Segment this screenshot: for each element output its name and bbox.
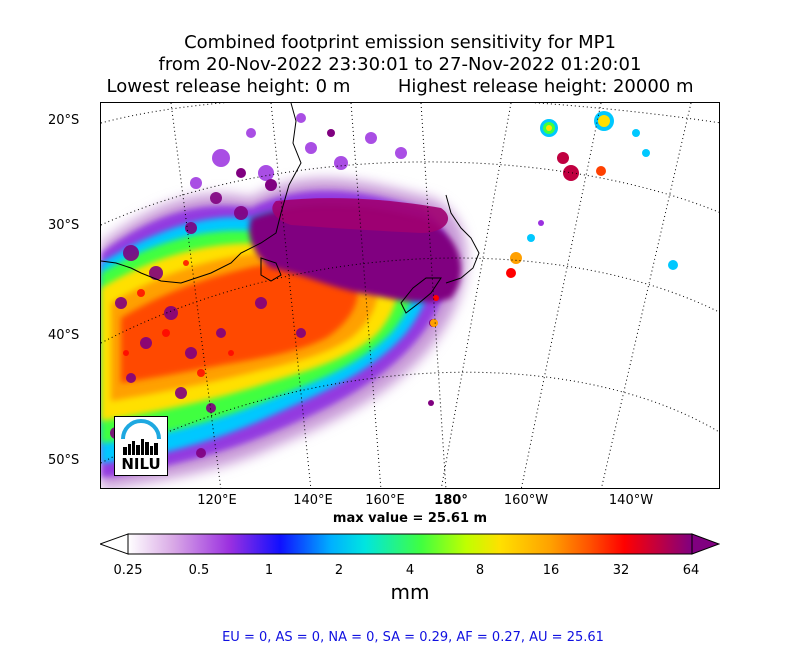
lowest-release-height: Lowest release height: 0 m: [106, 76, 351, 97]
logo-text: NILU: [121, 455, 161, 473]
colorbar-tick: 2: [334, 563, 344, 578]
plot-title-line-2: from 20-Nov-2022 23:30:01 to 27-Nov-2022…: [158, 54, 642, 75]
colorbar: [100, 533, 720, 555]
colorbar-unit: mm: [390, 580, 430, 604]
colorbar-tick: 32: [612, 563, 630, 578]
graticule: [101, 103, 719, 488]
lat-label-30s: 30°S: [48, 218, 80, 233]
colorbar-tick: 64: [682, 563, 700, 578]
region-summary: EU = 0, AS = 0, NA = 0, SA = 0.29, AF = …: [222, 630, 604, 645]
lon-label-160w: 160°W: [503, 493, 549, 508]
nilu-logo: NILU: [114, 416, 168, 476]
colorbar-tick: 8: [475, 563, 485, 578]
colorbar-tick: 1: [264, 563, 274, 578]
plume-field: [101, 111, 678, 488]
lat-label-40s: 40°S: [48, 328, 80, 343]
lon-label-120e: 120°E: [197, 493, 237, 508]
plot-title-line-3: Lowest release height: 0 m Highest relea…: [0, 76, 800, 98]
plot-title-line-1: Combined footprint emission sensitivity …: [184, 32, 616, 53]
lon-label-140w: 140°W: [608, 493, 654, 508]
highest-release-height: Highest release height: 20000 m: [397, 76, 694, 97]
lon-label-160e: 160°E: [365, 493, 405, 508]
footprint-map: [101, 103, 719, 488]
colorbar-tick: 0.25: [113, 563, 143, 578]
map-panel[interactable]: [100, 102, 720, 489]
coastlines: [101, 103, 480, 314]
lon-label-140e: 140°E: [293, 493, 333, 508]
colorbar-tick: 16: [542, 563, 560, 578]
colorbar-tick: 0.5: [188, 563, 210, 578]
max-value-label: max value = 25.61 m: [332, 511, 488, 526]
lon-label-180: 180°: [434, 493, 468, 508]
nilu-skyline-icon: [121, 419, 161, 455]
colorbar-tick: 4: [405, 563, 415, 578]
lat-label-20s: 20°S: [48, 113, 80, 128]
lat-label-50s: 50°S: [48, 453, 80, 468]
